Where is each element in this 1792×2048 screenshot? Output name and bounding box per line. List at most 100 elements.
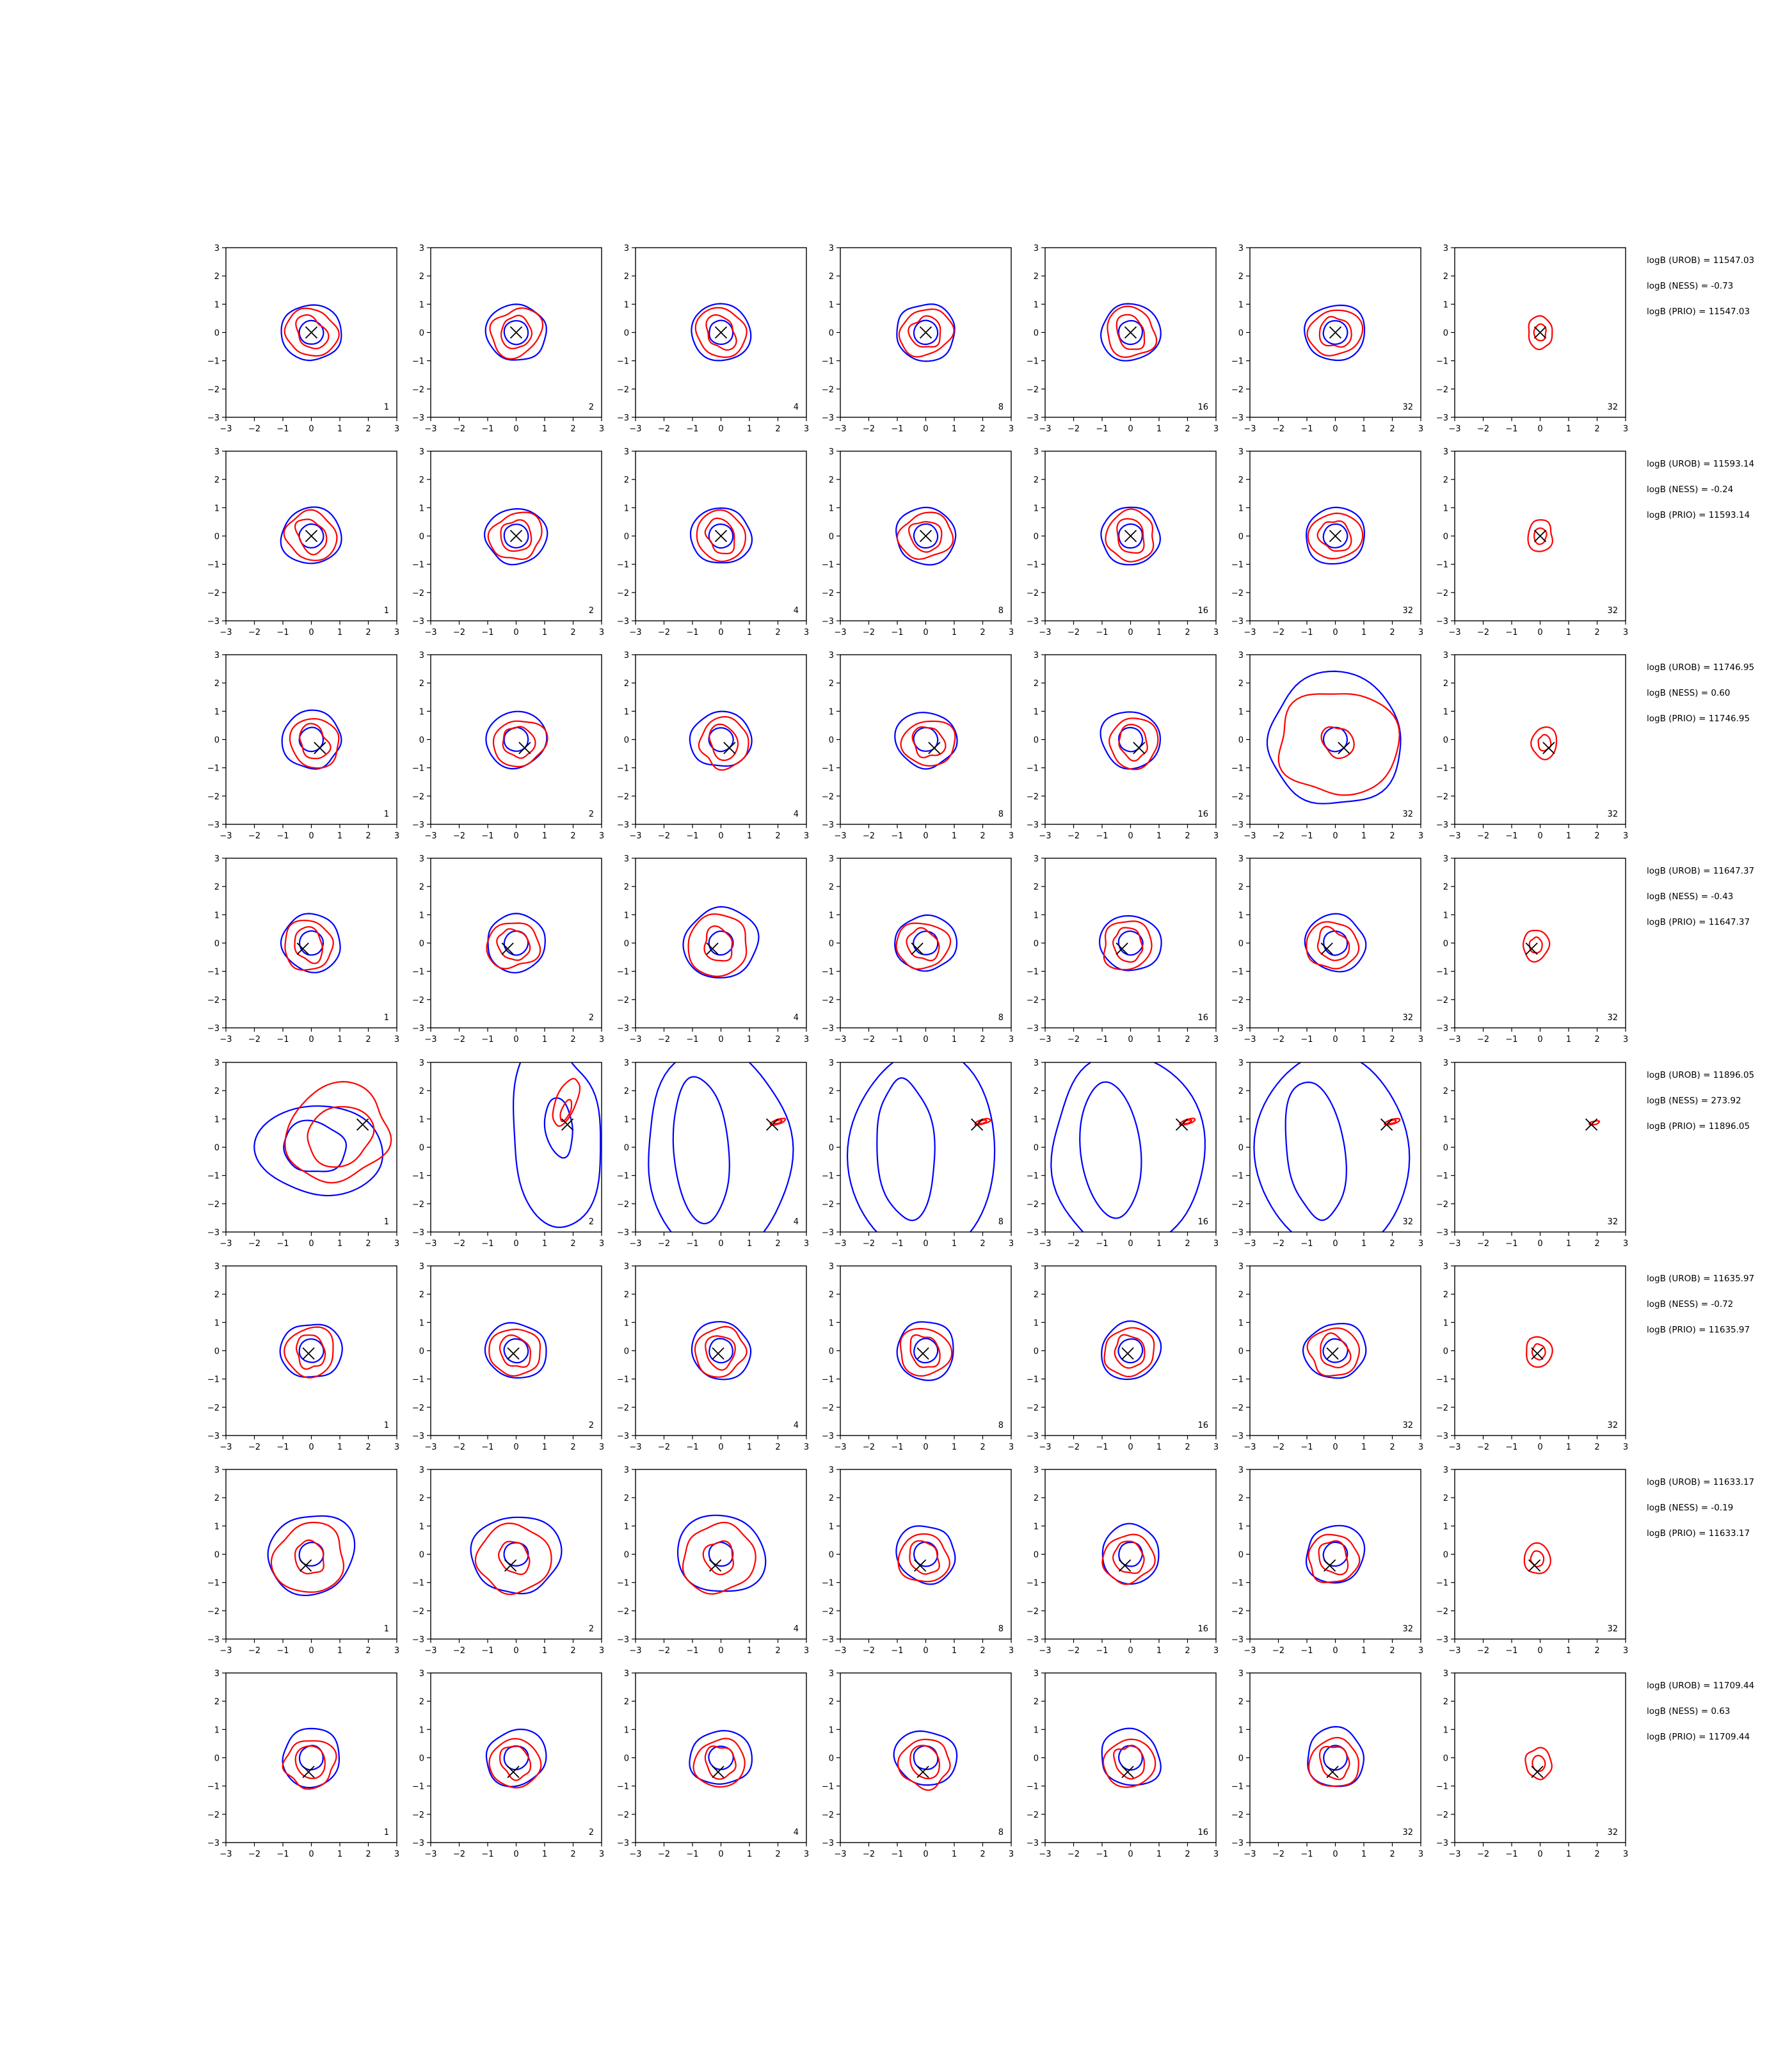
x-tick-label: −2 (1272, 1850, 1284, 1859)
contour-group (484, 1322, 547, 1379)
y-tick-label: −2 (822, 1200, 834, 1210)
x-tick-label: −2 (248, 424, 260, 434)
y-tick-label: −1 (1231, 561, 1244, 570)
x-tick-label: 2 (1185, 1443, 1190, 1452)
x-tick-label: 0 (1537, 1850, 1542, 1859)
y-tick-label: −1 (822, 968, 834, 977)
blue-contour (708, 1338, 733, 1364)
panel: −3−3 −2 −2 −1 −1 0 0 1 1 2 2 3 3 4 (617, 1466, 809, 1656)
x-tick-label: −3 (1448, 831, 1460, 841)
x-tick-label: −1 (276, 1035, 289, 1044)
x-tick-label: −2 (1068, 628, 1080, 637)
y-tick-label: 0 (624, 1754, 629, 1764)
x-tick-label: −3 (629, 1239, 641, 1249)
x-marker (1329, 529, 1342, 543)
x-marker (356, 1118, 369, 1131)
x-tick-label: −2 (453, 1035, 465, 1044)
logb-annotation: logB (UROB) = 11709.44 (1647, 1681, 1754, 1691)
x-tick-label: 0 (718, 1443, 723, 1452)
y-tick-label: 1 (214, 300, 220, 310)
panel: −3−3 −2 −2 −1 −1 0 0 1 1 2 2 3 3 4 (617, 1262, 809, 1452)
x-marker (302, 1347, 315, 1360)
x-tick-label: −3 (1244, 1443, 1256, 1452)
x-tick-label: −1 (891, 628, 903, 637)
red-contour (488, 1328, 541, 1377)
x-tick-label: 2 (980, 1035, 985, 1044)
panel-corner-label: 2 (589, 1624, 594, 1634)
contour-group (1100, 711, 1162, 771)
x-tick-label: 1 (952, 424, 957, 434)
x-tick-label: 0 (1128, 1646, 1133, 1656)
x-tick-label: −1 (276, 1443, 289, 1452)
x-tick-label: 1 (1156, 1443, 1162, 1452)
x-tick-label: 2 (1389, 1239, 1395, 1249)
y-tick-label: 1 (1443, 1522, 1448, 1532)
panel-corner-label: 32 (1607, 1421, 1618, 1430)
red-contour (1528, 315, 1553, 351)
blue-contour (689, 507, 753, 564)
red-contour (1103, 920, 1153, 971)
x-tick-label: −2 (658, 831, 670, 841)
x-tick-label: −2 (658, 1239, 670, 1249)
x-marker (928, 742, 941, 755)
x-tick-label: 3 (1213, 1443, 1219, 1452)
x-tick-label: −2 (863, 424, 875, 434)
panel: −3−3 −2 −2 −1 −1 0 0 1 1 2 2 3 3 16 (1027, 651, 1219, 841)
blue-contour (484, 303, 547, 361)
x-tick-label: 2 (1594, 1646, 1599, 1656)
y-tick-label: −3 (1027, 1024, 1039, 1034)
x-tick-label: 1 (747, 1239, 752, 1249)
y-tick-label: 2 (1034, 679, 1039, 689)
x-marker (919, 529, 932, 543)
x-tick-label: 0 (1128, 424, 1133, 434)
x-tick-label: 1 (1361, 628, 1366, 637)
red-contour (909, 1745, 940, 1780)
x-tick-label: −3 (1244, 1239, 1256, 1249)
x-tick-label: −3 (1244, 1850, 1256, 1859)
panel-corner-label: 32 (1607, 1013, 1618, 1023)
y-tick-label: 2 (1238, 1697, 1244, 1707)
x-tick-label: 3 (804, 1850, 809, 1859)
panel: −3−3 −2 −2 −1 −1 0 0 1 1 2 2 3 3 2 (412, 854, 604, 1044)
x-tick-label: −1 (686, 424, 698, 434)
red-contour (496, 928, 531, 961)
x-tick-label: −3 (220, 1443, 232, 1452)
x-tick-label: −2 (1477, 1850, 1489, 1859)
blue-contour (279, 1324, 343, 1378)
panel-corner-label: 2 (589, 1013, 594, 1023)
panel-corner-label: 32 (1402, 1828, 1413, 1837)
y-tick-label: 2 (214, 1494, 220, 1503)
red-contour (283, 509, 338, 561)
y-tick-label: 1 (829, 707, 834, 717)
x-tick-label: 2 (1389, 424, 1395, 434)
blue-contour (689, 1730, 753, 1785)
x-tick-label: 3 (599, 831, 604, 841)
x-tick-label: −3 (834, 831, 846, 841)
contour-group (279, 1324, 343, 1379)
contour-group (1307, 1725, 1365, 1788)
logb-annotation: logB (PRIO) = 11709.44 (1647, 1732, 1750, 1742)
x-tick-label: 3 (1623, 628, 1628, 637)
y-tick-label: −2 (1027, 1607, 1039, 1617)
x-tick-label: 1 (542, 1443, 547, 1452)
y-tick-label: −3 (412, 1635, 424, 1645)
y-tick-label: 2 (419, 679, 424, 689)
y-tick-label: 3 (419, 1466, 424, 1475)
y-tick-label: 2 (214, 1290, 220, 1300)
x-tick-label: −2 (248, 1035, 260, 1044)
y-tick-label: −3 (207, 413, 220, 423)
y-tick-label: 3 (1034, 651, 1039, 660)
panel-corner-label: 8 (998, 403, 1004, 412)
y-tick-label: 1 (1238, 300, 1244, 310)
x-tick-label: −3 (1039, 424, 1051, 434)
x-tick-label: −1 (276, 831, 289, 841)
red-contour (1524, 1747, 1553, 1780)
x-tick-label: 2 (570, 1646, 575, 1656)
x-tick-label: 0 (718, 1035, 723, 1044)
y-tick-label: 0 (624, 329, 629, 339)
blue-contour (846, 1062, 996, 1232)
red-contour (1306, 921, 1360, 970)
x-tick-label: −1 (481, 1035, 493, 1044)
y-tick-label: 1 (1443, 911, 1448, 920)
blue-contour (1304, 913, 1367, 973)
